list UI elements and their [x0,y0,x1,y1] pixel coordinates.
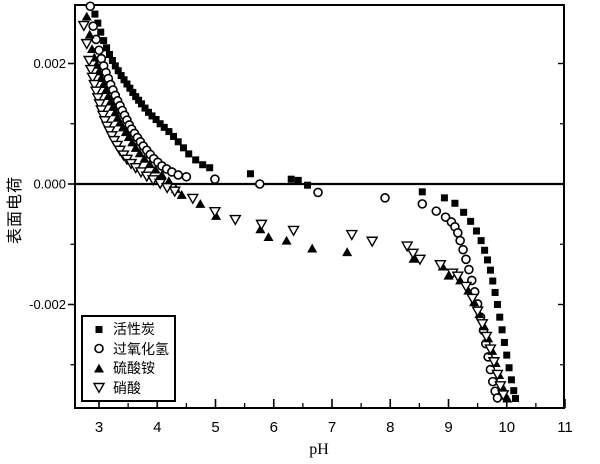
legend-item-label: 硫酸铵 [113,360,155,377]
legend-item-activated-carbon: 活性炭 [92,320,172,339]
x-tick-label: 11 [557,419,573,436]
y-axis-title: 表面电荷 [7,176,24,245]
x-tick-label: 10 [498,419,515,436]
series-nitric-acid [77,20,510,402]
series-activated-carbon [91,10,519,402]
x-tick-label: 8 [386,419,394,436]
legend-item-label: 活性炭 [113,321,155,338]
triangle-down-open-marker-icon [92,381,106,394]
y-tick-label: 0.002 [33,56,66,71]
square-filled-marker-icon [92,323,106,336]
x-tick-label: 7 [328,419,336,436]
x-tick-label: 3 [95,419,103,436]
x-tick-label: 4 [153,419,161,436]
x-tick-label: 5 [211,419,219,436]
legend: 活性炭 过氧化氢 硫酸铵 硝酸 [81,315,176,402]
x-tick-label: 6 [270,419,278,436]
legend-item-label: 过氧化氢 [113,340,169,357]
triangle-up-filled-marker-icon [92,362,106,375]
y-tick-label: -0.002 [29,297,66,312]
x-tick-label: 9 [444,419,452,436]
legend-item-ammonium-sulfate: 硫酸铵 [92,359,172,378]
x-axis-title: pH [309,441,329,458]
circle-open-marker-icon [92,342,106,355]
plot-frame [74,4,565,409]
y-tick-label: 0.000 [33,177,66,192]
legend-item-hydrogen-peroxide: 过氧化氢 [92,340,172,359]
legend-item-label: 硝酸 [113,379,141,396]
legend-item-nitric-acid: 硝酸 [92,379,172,398]
